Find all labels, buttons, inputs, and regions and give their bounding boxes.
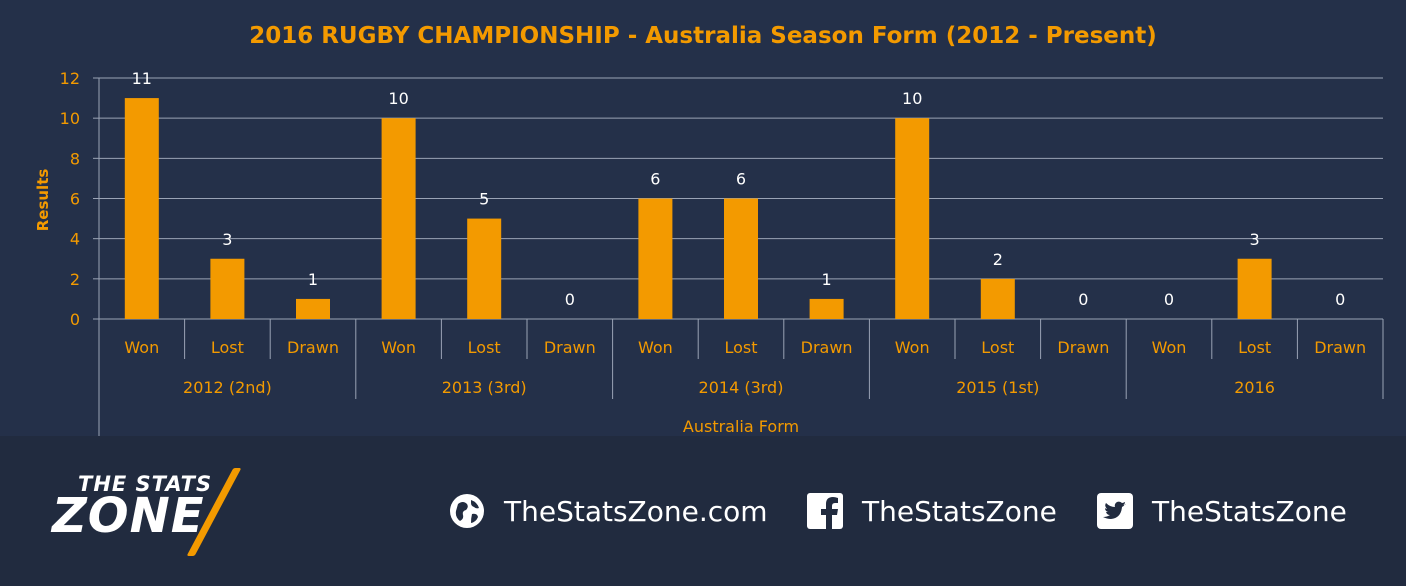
- y-tick-label: 4: [70, 230, 80, 249]
- stats-zone-logo: THE STATS ZONE: [50, 462, 300, 562]
- group-label: 2012 (2nd): [183, 378, 272, 397]
- x-tick-label: Lost: [1238, 338, 1271, 357]
- y-tick-label: 8: [70, 149, 80, 168]
- y-tick-label: 0: [70, 310, 80, 329]
- bar: [638, 198, 673, 319]
- bar: [1237, 258, 1272, 319]
- x-tick-label: Won: [1152, 338, 1187, 357]
- data-label: 0: [1335, 290, 1345, 309]
- chart-panel: 2016 RUGBY CHAMPIONSHIP - Australia Seas…: [0, 0, 1406, 436]
- x-tick-label: Lost: [468, 338, 501, 357]
- x-tick-label: Won: [638, 338, 673, 357]
- y-axis-label: Results: [34, 169, 52, 232]
- globe-icon: [450, 494, 484, 528]
- group-label: 2013 (3rd): [442, 378, 527, 397]
- group-label: 2015 (1st): [956, 378, 1039, 397]
- y-tick-label: 10: [60, 109, 80, 128]
- bar: [724, 198, 758, 319]
- data-label: 0: [1164, 290, 1174, 309]
- bar: [809, 298, 844, 319]
- x-tick-label: Lost: [981, 338, 1014, 357]
- group-label: 2014 (3rd): [699, 378, 784, 397]
- logo-text-bottom: ZONE: [52, 488, 205, 544]
- y-tick-label: 2: [70, 270, 80, 289]
- data-label: 11: [132, 69, 152, 88]
- bar: [980, 278, 1015, 319]
- twitter-link[interactable]: TheStatsZone: [1096, 490, 1347, 532]
- x-tick-label: Won: [895, 338, 930, 357]
- bar: [124, 98, 159, 319]
- data-label: 1: [308, 270, 318, 289]
- twitter-icon: [1097, 493, 1133, 529]
- x-tick-label: Drawn: [544, 338, 596, 357]
- logo-text-top: THE STATS: [78, 472, 213, 496]
- data-label: 10: [902, 89, 922, 108]
- bar: [296, 298, 330, 319]
- data-label: 2: [993, 250, 1003, 269]
- data-label: 10: [388, 89, 408, 108]
- group-label: 2016: [1234, 378, 1275, 397]
- y-tick-label: 12: [60, 69, 80, 88]
- facebook-icon: [807, 493, 843, 529]
- x-tick-label: Won: [124, 338, 159, 357]
- x-tick-label: Drawn: [1314, 338, 1366, 357]
- y-tick-label: 6: [70, 190, 80, 209]
- data-label: 3: [1250, 230, 1260, 249]
- chart-title: 2016 RUGBY CHAMPIONSHIP - Australia Seas…: [249, 23, 1157, 49]
- twitter-text: TheStatsZone: [1152, 494, 1347, 528]
- data-label: 5: [479, 190, 489, 209]
- x-tick-label: Drawn: [801, 338, 853, 357]
- x-axis-label: Australia Form: [683, 417, 799, 436]
- x-tick-label: Lost: [724, 338, 757, 357]
- bar: [210, 258, 245, 319]
- data-label: 0: [565, 290, 575, 309]
- bar-chart: 2016 RUGBY CHAMPIONSHIP - Australia Seas…: [34, 23, 1384, 436]
- footer-banner: [0, 436, 1406, 586]
- bar: [895, 118, 930, 320]
- x-tick-label: Lost: [211, 338, 244, 357]
- data-label: 6: [736, 170, 746, 189]
- bar: [381, 118, 416, 320]
- website-text: TheStatsZone.com: [504, 494, 768, 528]
- data-label: 1: [822, 270, 832, 289]
- facebook-text: TheStatsZone: [862, 494, 1057, 528]
- website-link[interactable]: TheStatsZone.com: [448, 490, 768, 532]
- data-label: 0: [1078, 290, 1088, 309]
- x-tick-label: Drawn: [1057, 338, 1109, 357]
- facebook-link[interactable]: TheStatsZone: [806, 490, 1057, 532]
- data-label: 3: [222, 230, 232, 249]
- x-tick-label: Drawn: [287, 338, 339, 357]
- bars-layer: [124, 98, 1272, 320]
- data-label: 6: [650, 170, 660, 189]
- bar: [467, 218, 502, 319]
- x-tick-label: Won: [381, 338, 416, 357]
